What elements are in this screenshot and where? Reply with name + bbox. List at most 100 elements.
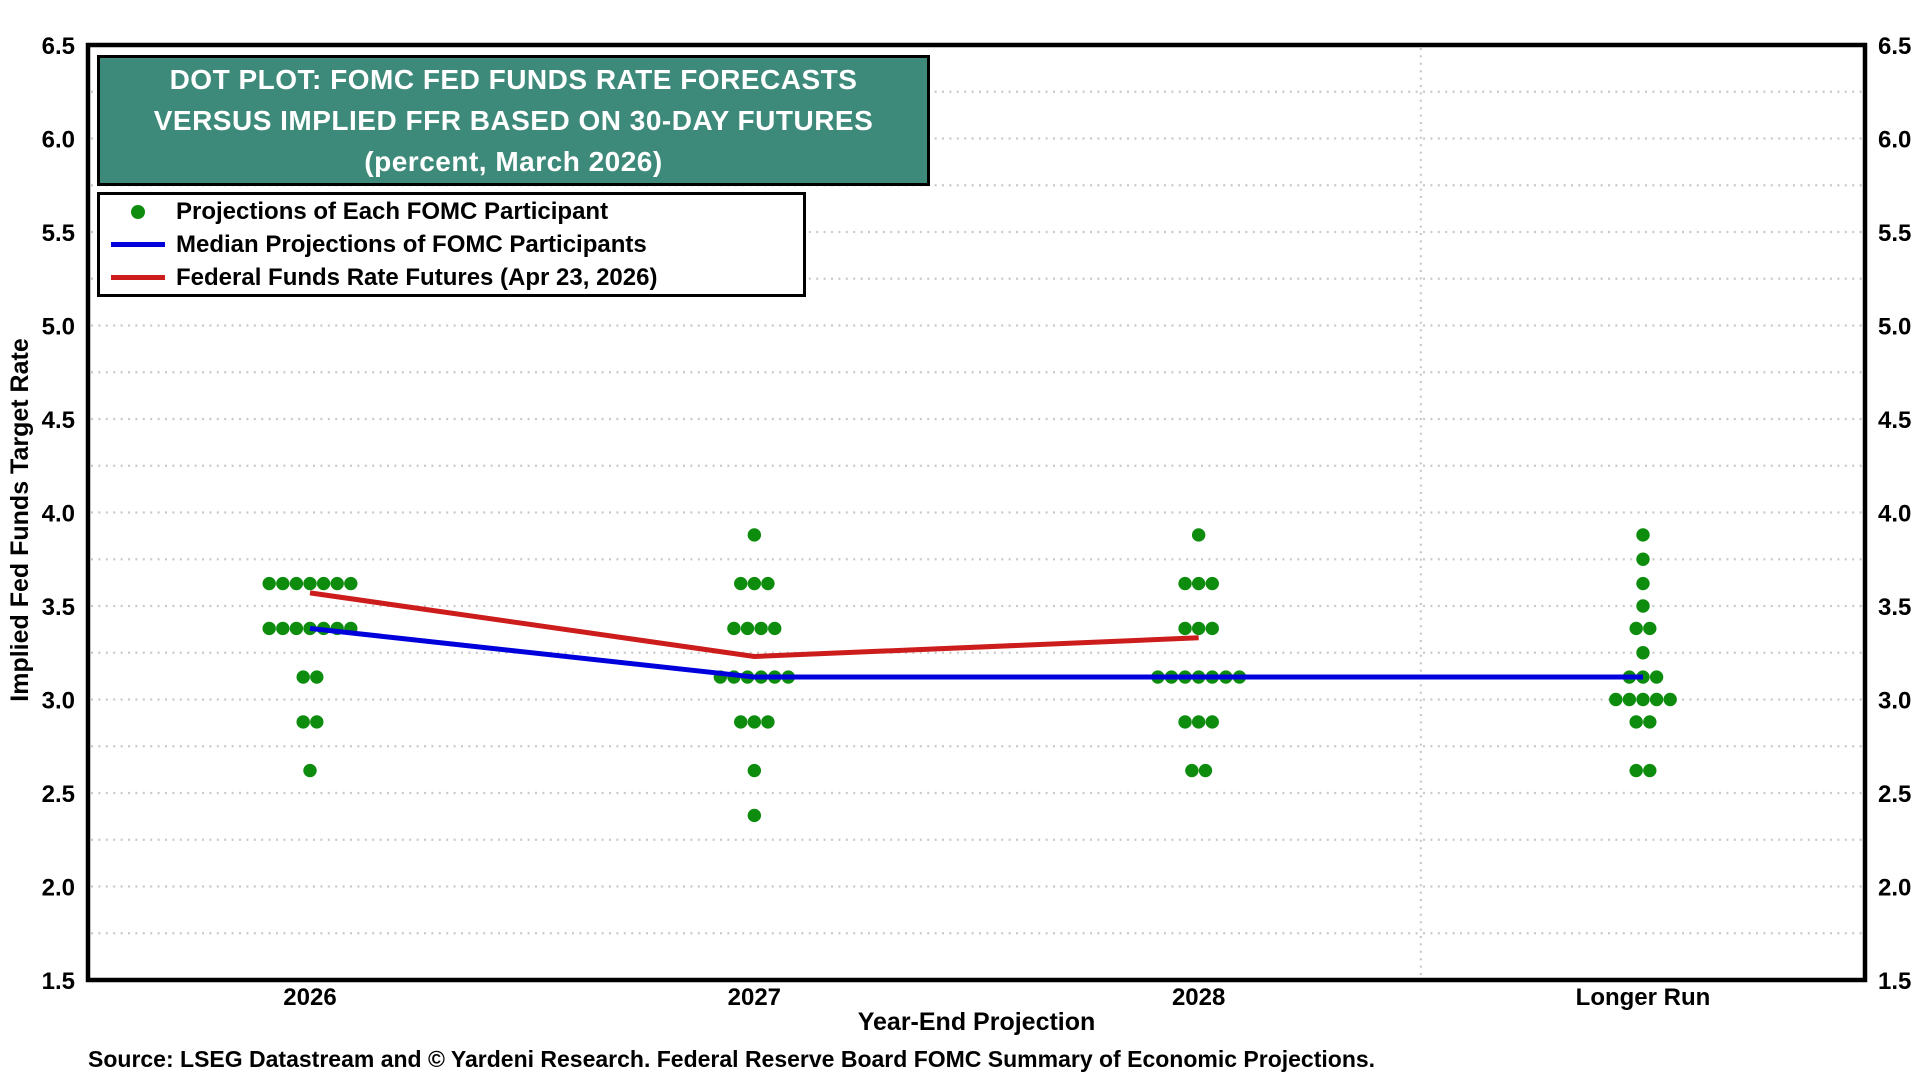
blue-line-icon [111, 242, 165, 247]
median-line [309, 625, 1643, 680]
y-tick-label-left: 2.0 [42, 875, 75, 902]
legend-marker-cell [110, 275, 166, 280]
fomc-projection-dot [330, 576, 344, 591]
plot-border [85, 42, 1868, 983]
fomc-projection-dot [1636, 692, 1650, 707]
y-tick-label-left: 5.0 [42, 314, 75, 341]
fomc-projection-dot [1178, 621, 1192, 636]
fomc-projection-dot [1178, 715, 1192, 729]
fomc-projection-dot [1629, 621, 1643, 636]
fomc-projection-dot [296, 715, 310, 729]
fomc-projection-dot [740, 621, 755, 636]
fomc-projection-dot [1629, 763, 1643, 778]
y-tick-label-right: 6.5 [1878, 33, 1911, 60]
legend-marker-cell [110, 242, 166, 247]
fomc-projection-dot [1643, 763, 1657, 778]
fomc-projection-dot [747, 763, 762, 778]
x-tick-label: 2026 [283, 984, 336, 1011]
fomc-projection-dot [1191, 715, 1206, 729]
fomc-projection-dot [1205, 621, 1219, 636]
fomc-projection-dot [276, 621, 290, 636]
y-tick-label-left: 3.0 [42, 688, 75, 715]
fomc-projection-dot [276, 576, 290, 591]
fomc-projection-dot [344, 576, 358, 591]
y-tick-label-right: 4.0 [1878, 501, 1911, 528]
fomc-projection-dot [734, 576, 748, 591]
y-tick-label-right: 6.0 [1878, 127, 1911, 154]
legend-item-futures: Federal Funds Rate Futures (Apr 23, 2026… [100, 262, 803, 293]
source-note: Source: LSEG Datastream and © Yardeni Re… [88, 1046, 1376, 1072]
fomc-projection-dot [1636, 528, 1650, 542]
y-tick-label-right: 5.0 [1878, 314, 1911, 341]
y-tick-label-left: 6.5 [42, 33, 75, 60]
fomc-projection-dot [310, 670, 324, 684]
fomc-projection-dot [1191, 576, 1206, 591]
y-tick-label-left: 2.5 [42, 781, 75, 808]
chart-legend: Projections of Each FOMC Participant Med… [97, 192, 806, 297]
legend-label-projections: Projections of Each FOMC Participant [176, 197, 609, 225]
y-tick-label-right: 4.5 [1878, 407, 1911, 434]
x-tick-label: 2027 [728, 984, 781, 1011]
fomc-projection-dot [310, 715, 324, 729]
y-tick-label-left: 6.0 [42, 127, 75, 154]
green-dot-icon [131, 204, 145, 219]
fomc-projection-dot [262, 621, 276, 636]
fomc-projection-dot [1191, 528, 1206, 542]
fomc-projection-dot [734, 715, 748, 729]
fomc-projection-dot [1609, 692, 1623, 707]
legend-marker-cell [110, 204, 166, 219]
y-tick-label-right: 5.5 [1878, 220, 1911, 247]
fomc-projection-dot [303, 763, 317, 778]
y-tick-label-right: 3.5 [1878, 594, 1911, 621]
y-tick-label-left: 1.5 [42, 968, 75, 995]
fomc-projection-dot [761, 715, 775, 729]
fomc-projection-dot [761, 576, 775, 591]
fomc-projection-dot [1636, 646, 1650, 660]
fomc-projection-dot [1649, 692, 1664, 707]
y-tick-label-left: 3.5 [42, 594, 75, 621]
fomc-projection-dot [1643, 715, 1657, 729]
y-tick-label-right: 2.5 [1878, 781, 1911, 808]
legend-item-median: Median Projections of FOMC Participants [100, 229, 803, 260]
fomc-projection-dot [747, 528, 762, 542]
fomc-projection-dot [1622, 692, 1637, 707]
y-tick-label-right: 2.0 [1878, 875, 1911, 902]
legend-label-futures: Federal Funds Rate Futures (Apr 23, 2026… [176, 263, 658, 291]
fomc-projection-dot [1649, 670, 1664, 684]
y-axis-title: Implied Fed Funds Target Rate [6, 338, 34, 702]
fomc-projection-dot [747, 715, 762, 729]
chart-title-line-1: DOT PLOT: FOMC FED FUNDS RATE FORECASTS [169, 63, 858, 95]
y-tick-label-left: 5.5 [42, 220, 75, 247]
fomc-projection-dot [1185, 763, 1199, 778]
fomc-projection-dot [1636, 552, 1650, 566]
fomc-projection-dot [1643, 621, 1657, 636]
fomc-projection-dot [1205, 715, 1219, 729]
fomc-projection-dot [727, 621, 741, 636]
fomc-projection-dot [1636, 576, 1650, 591]
fomc-projection-dot [316, 576, 331, 591]
x-axis-title: Year-End Projection [857, 1008, 1096, 1036]
y-tick-label-left: 4.5 [42, 407, 75, 434]
futures-line [309, 590, 1199, 659]
fomc-projection-dot [1178, 576, 1192, 591]
red-line-icon [111, 275, 165, 280]
chart-title-line-3: (percent, March 2026) [364, 145, 663, 177]
fomc-projection-dot [1636, 599, 1650, 613]
fomc-projection-dot [754, 621, 768, 636]
chart-title-line-2: VERSUS IMPLIED FFR BASED ON 30-DAY FUTUR… [153, 104, 874, 136]
fomc-projection-dot [296, 670, 310, 684]
y-tick-label-right: 3.0 [1878, 688, 1911, 715]
y-tick-label-left: 4.0 [42, 501, 75, 528]
fomc-projection-dot [289, 576, 304, 591]
fomc-projection-dot [1191, 621, 1206, 636]
x-tick-label: Longer Run [1576, 984, 1711, 1011]
fomc-projection-dot [289, 621, 304, 636]
fomc-projection-dot [1198, 763, 1213, 778]
legend-label-median: Median Projections of FOMC Participants [176, 230, 647, 258]
chart-title-box: DOT PLOT: FOMC FED FUNDS RATE FORECASTS … [97, 55, 930, 186]
legend-item-projections: Projections of Each FOMC Participant [100, 196, 803, 227]
fomc-projection-dot [768, 621, 782, 636]
fomc-projection-dot [303, 576, 317, 591]
